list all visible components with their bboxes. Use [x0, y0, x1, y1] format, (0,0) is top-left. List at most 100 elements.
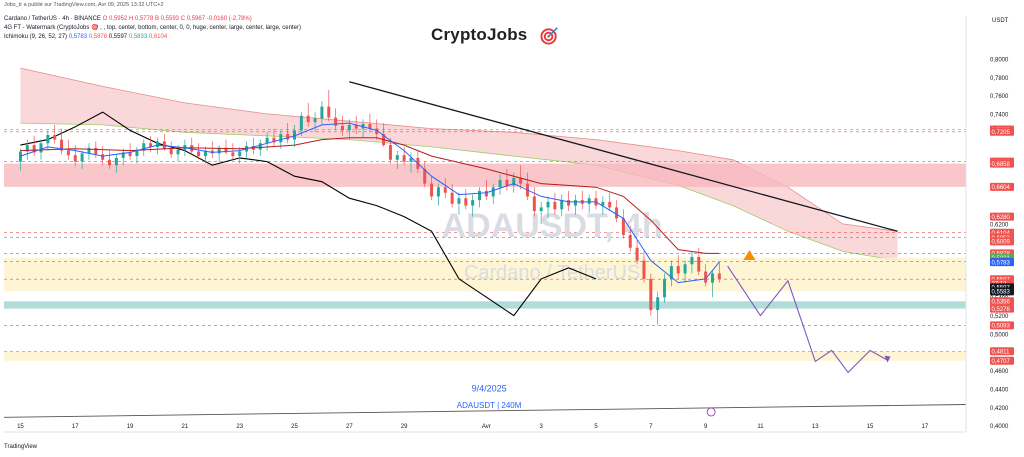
candle-body	[402, 155, 406, 162]
price-label-tag	[990, 297, 1014, 306]
candle-body	[710, 273, 714, 283]
candle-body	[327, 106, 331, 118]
candle-body	[615, 207, 619, 219]
tenkan-sen-line	[20, 122, 720, 284]
zone-support	[4, 301, 966, 309]
candle-body	[176, 149, 180, 155]
candle-body	[279, 134, 283, 143]
price-tick-label: 0,7400	[990, 112, 1009, 118]
candle-body	[354, 124, 358, 129]
price-tick-label: 0,4600	[990, 369, 1009, 375]
price-tick-label: 0,4200	[990, 406, 1009, 412]
symbol-legend[interactable]: Cardano / TetherUS · 4h · BINANCE O 0,59…	[4, 16, 252, 23]
candle-body	[663, 278, 667, 298]
candle-body	[567, 200, 571, 206]
candle-body	[560, 200, 564, 210]
candle-body	[87, 147, 91, 154]
time-tick-label: 13	[812, 424, 819, 430]
candle-body	[704, 271, 708, 283]
candle-body	[519, 178, 523, 184]
forecast-arrow	[884, 355, 891, 363]
time-tick-label: 5	[594, 424, 598, 430]
candle-body	[224, 147, 228, 153]
price-label-text: 0,5783	[992, 260, 1011, 266]
zone-sell_zone	[4, 257, 966, 292]
watermark-indicator-label: 4G FT - Watermark (CryptoJobs 🎯 , , top,…	[4, 25, 301, 31]
candle-body	[669, 266, 673, 279]
candle-body	[149, 143, 153, 147]
annotation-title: ADAUSDT | 240M	[457, 401, 522, 410]
candle-body	[334, 117, 338, 126]
ohlc-close: C 0,5967	[180, 16, 206, 22]
candle-body	[231, 152, 235, 157]
candle-body	[423, 168, 427, 184]
price-tick-label: 0,5200	[990, 314, 1009, 320]
candle-body	[464, 198, 468, 206]
ichimoku-value-3: 0,5597	[108, 34, 128, 40]
time-tick-label: 17	[72, 424, 79, 430]
zone-resistance	[4, 163, 966, 187]
price-tick-label: 0,8000	[990, 57, 1009, 63]
candle-body	[553, 201, 557, 210]
candle-body	[642, 260, 646, 279]
candle-body	[457, 198, 461, 204]
trendline	[349, 81, 898, 232]
time-tick-label: 25	[291, 424, 298, 430]
candle-body	[690, 256, 694, 265]
candle-body	[340, 125, 344, 131]
candle-body	[313, 118, 317, 123]
candle-body	[649, 278, 653, 311]
price-label-tag	[990, 258, 1014, 267]
watermark-pair: Cardano / TetherUS	[464, 262, 640, 284]
price-tick-label: 0,5000	[990, 332, 1009, 338]
candle-body	[375, 128, 379, 135]
candle-body	[430, 183, 434, 197]
candle-body	[717, 273, 721, 280]
zone-target	[4, 351, 966, 361]
time-tick-label: 3	[540, 424, 544, 430]
ohlc-open: O 0,5952	[102, 16, 128, 22]
price-label-text: 0,5583	[992, 290, 1011, 296]
candle-body	[32, 145, 36, 153]
time-tick-label: 7	[649, 424, 653, 430]
candle-body	[388, 145, 392, 160]
time-tick-label: Avr	[482, 424, 491, 430]
candle-body	[512, 178, 516, 186]
candle-body	[135, 150, 139, 157]
candle-body	[217, 147, 221, 154]
price-label-text: 0,6009	[992, 240, 1011, 246]
candle-body	[532, 196, 536, 212]
senkou-span-b	[20, 67, 898, 232]
watermark-indicator-legend[interactable]: 4G FT - Watermark (CryptoJobs 🎯 , , top,…	[4, 25, 301, 32]
price-label-text: 0,5093	[992, 324, 1011, 330]
symbol-name[interactable]: Cardano / TetherUS · 4h · BINANCE	[4, 16, 101, 22]
candle-body	[628, 234, 632, 248]
ichimoku-value-4: 0,5833	[128, 34, 148, 40]
price-label-tag	[990, 287, 1014, 296]
price-label-text: 0,7205	[992, 130, 1011, 136]
candle-body	[450, 192, 454, 204]
candle-body	[73, 155, 77, 162]
candle-body	[656, 297, 660, 311]
candle-body	[39, 143, 43, 153]
candle-body	[395, 155, 399, 160]
time-tick-label: 29	[401, 424, 408, 430]
ichimoku-legend[interactable]: Ichimoku (9, 26, 52, 27) 0,5783 0,5878 0…	[4, 34, 167, 41]
brand-watermark: CryptoJobs	[431, 25, 528, 44]
candle-body	[94, 147, 98, 155]
chikou-span-line	[20, 111, 597, 317]
time-tick-label: 17	[922, 424, 929, 430]
time-tick-label: 15	[17, 424, 24, 430]
candle-body	[293, 130, 297, 140]
ichimoku-label: Ichimoku (9, 26, 52, 27)	[4, 34, 68, 40]
price-label-text: 0,6858	[992, 162, 1011, 168]
target-icon	[540, 26, 559, 45]
price-tick-label: 0,7600	[990, 94, 1009, 100]
candle-body	[471, 200, 475, 206]
price-label-tag	[990, 237, 1014, 246]
candle-body	[347, 124, 351, 131]
price-label-tag	[990, 321, 1014, 330]
candle-body	[436, 187, 440, 197]
candle-body	[299, 115, 303, 131]
